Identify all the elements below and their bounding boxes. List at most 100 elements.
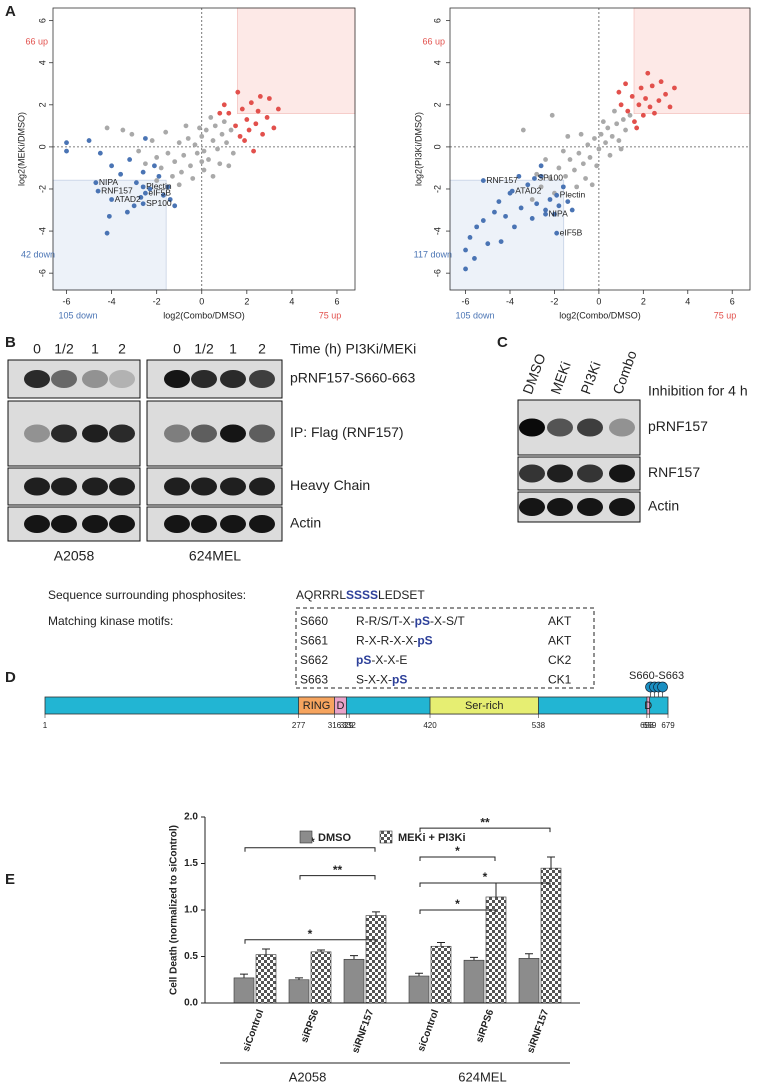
- bar: [408, 975, 430, 1004]
- point: [120, 127, 126, 133]
- point: [556, 203, 562, 209]
- point: [188, 163, 193, 169]
- domain: [646, 696, 651, 715]
- point: [516, 173, 522, 179]
- gene-point: [140, 201, 146, 207]
- blot-band: [519, 418, 545, 437]
- plot-frame: [449, 7, 751, 291]
- error-bar: [372, 911, 380, 916]
- point: [230, 150, 236, 156]
- y-tick-label: 0.0: [184, 998, 198, 1009]
- point: [607, 152, 613, 158]
- point: [518, 205, 524, 211]
- point: [563, 173, 568, 179]
- point: [201, 148, 207, 154]
- point: [170, 173, 175, 179]
- point: [612, 108, 617, 114]
- position-label: 1: [43, 721, 48, 730]
- point: [480, 218, 486, 223]
- position-label: 329: [340, 721, 354, 730]
- x-tick-label: siControl: [241, 1008, 266, 1053]
- timepoint-label: 1/2: [54, 341, 74, 357]
- x-axis-label: log2(Combo/DMSO): [559, 310, 641, 320]
- panel-label: D: [5, 669, 16, 686]
- point: [587, 155, 593, 160]
- point: [210, 138, 216, 143]
- point: [616, 89, 622, 95]
- point: [224, 140, 229, 146]
- lane-label: DMSO: [519, 351, 548, 396]
- point: [614, 121, 620, 127]
- point: [649, 83, 655, 89]
- blot-band: [249, 515, 275, 533]
- point: [133, 180, 139, 186]
- point: [86, 138, 92, 143]
- blot-band: [609, 498, 635, 516]
- point: [221, 102, 227, 108]
- point: [244, 117, 250, 122]
- y-tick-label: 0.5: [184, 951, 198, 962]
- blot-band: [164, 477, 190, 496]
- point: [149, 138, 155, 143]
- significance-bracket: [244, 939, 376, 944]
- gene-label: NIPA: [549, 208, 569, 218]
- down-count: 42 down: [21, 249, 55, 259]
- error-bar: [295, 977, 303, 980]
- gene-label: Plectin: [560, 190, 586, 200]
- blot-band: [24, 477, 50, 496]
- point: [652, 110, 657, 116]
- gene-label: RNF157: [101, 185, 133, 195]
- gene-point: [480, 178, 486, 183]
- y-tick-label: -2: [37, 185, 47, 193]
- point: [534, 201, 540, 207]
- panel-label: E: [5, 871, 15, 888]
- point: [625, 108, 631, 114]
- gene-label: eIF5B: [148, 187, 171, 197]
- point: [576, 150, 582, 156]
- blot-band: [51, 370, 77, 388]
- point: [589, 182, 595, 188]
- blot-band: [82, 477, 108, 496]
- blot-band: [249, 424, 275, 443]
- motif-caption: Matching kinase motifs:: [48, 614, 173, 628]
- point: [560, 184, 566, 190]
- error-bar: [240, 973, 248, 978]
- bar: [430, 945, 452, 1004]
- sequence-part: AQRRRL: [296, 588, 346, 602]
- y-axis-label: log2(MEKi/DMSO): [16, 112, 26, 186]
- point: [179, 169, 184, 175]
- point: [172, 159, 178, 165]
- blot-band: [191, 515, 217, 533]
- blot-band: [164, 515, 190, 533]
- point: [636, 102, 642, 108]
- point: [543, 157, 548, 162]
- bar: [365, 915, 387, 1004]
- point: [275, 106, 281, 112]
- point: [474, 224, 480, 230]
- blot-band: [109, 424, 135, 443]
- blot-band: [609, 418, 635, 437]
- significance-label: **: [480, 815, 490, 829]
- up-count: 66 up: [25, 36, 48, 46]
- position-label: 420: [423, 721, 437, 730]
- blot-band: [220, 515, 246, 533]
- timepoint-label: 1: [91, 341, 99, 357]
- point: [585, 142, 591, 148]
- point: [176, 140, 182, 146]
- point: [640, 112, 646, 118]
- point: [154, 178, 160, 183]
- row-label: pRNF157-S660-663: [290, 370, 416, 386]
- point: [525, 182, 531, 188]
- point: [560, 148, 566, 154]
- point: [492, 209, 497, 215]
- blot-band: [609, 464, 635, 483]
- motif-site: S660: [300, 614, 328, 628]
- x-tick-label: 4: [289, 296, 294, 306]
- point: [257, 93, 263, 99]
- point: [143, 136, 148, 141]
- point: [124, 209, 130, 215]
- x-tick-label: 2: [244, 296, 249, 306]
- point: [165, 150, 171, 156]
- position-label: 316: [328, 721, 342, 730]
- down-count: 117 down: [414, 249, 452, 259]
